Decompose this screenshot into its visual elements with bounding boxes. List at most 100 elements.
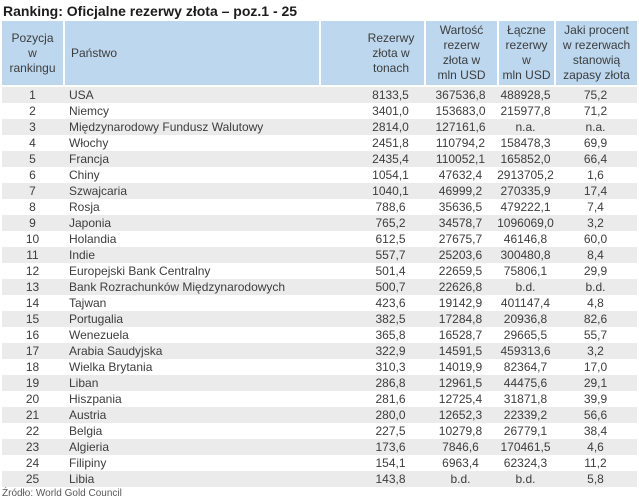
gold-percent-cell: 17,0 (554, 359, 637, 375)
rank-cell: 2 (2, 103, 63, 119)
column-header-line: w (28, 45, 37, 60)
country-cell: Włochy (63, 135, 319, 151)
gold-value-cell: 110794,2 (424, 135, 497, 151)
rank-cell: 22 (2, 423, 63, 439)
gold-percent-cell: 1,6 (554, 167, 637, 183)
gold-value-cell: 7846,6 (424, 439, 497, 455)
column-header-line: tonach (372, 60, 410, 75)
table-row: 12 Europejski Bank Centralny 501,4 22659,5 7… (2, 263, 637, 279)
column-header-line: stanowią (572, 53, 621, 67)
country-cell: Wielka Brytania (63, 359, 319, 375)
rank-cell: 3 (2, 119, 63, 135)
gold-value-cell: 14019,9 (424, 359, 497, 375)
country-cell: Algieria (63, 439, 319, 455)
rank-cell: 19 (2, 375, 63, 391)
country-cell: Japonia (63, 215, 319, 231)
table-row: 21 Austria 280,0 12652,3 22339,2 56,6 (2, 407, 637, 423)
column-header-line: rezerw (443, 38, 480, 52)
column-header-gold-percent: Jaki procent w rezerwach stanowią zapasy zł… (554, 21, 637, 87)
gold-tons-cell: 382,5 (319, 311, 424, 327)
gold-value-cell: 12725,4 (424, 391, 497, 407)
total-reserves-cell: 31871,8 (497, 391, 554, 407)
rank-cell: 23 (2, 439, 63, 455)
total-reserves-cell: 26779,1 (497, 423, 554, 439)
gold-tons-cell: 365,8 (319, 327, 424, 343)
total-reserves-cell: 1096069,0 (497, 215, 554, 231)
column-header-line: złota w (442, 53, 481, 67)
gold-percent-cell: n.a. (554, 119, 637, 135)
gold-percent-cell: 7,4 (554, 199, 637, 215)
total-reserves-cell: 22339,2 (497, 407, 554, 423)
total-reserves-cell: 158478,3 (497, 135, 554, 151)
country-cell: Szwajcaria (63, 183, 319, 199)
rank-cell: 14 (2, 295, 63, 311)
column-header-line: rezerwy w (505, 38, 548, 67)
column-header-line: Łączne (507, 23, 546, 37)
gold-percent-cell: 29,9 (554, 263, 637, 279)
rank-cell: 9 (2, 215, 63, 231)
gold-value-cell: 367536,8 (424, 87, 497, 103)
total-reserves-cell: 488928,5 (497, 87, 554, 103)
table-row: 16 Wenezuela 365,8 16528,7 29665,5 55,7 (2, 327, 637, 343)
gold-value-cell: 22626,8 (424, 279, 497, 295)
rank-cell: 25 (2, 471, 63, 487)
gold-value-cell: 110052,1 (424, 151, 497, 167)
gold-value-cell: 12652,3 (424, 407, 497, 423)
country-cell: Portugalia (63, 311, 319, 327)
column-header-line: Rezerwy (367, 30, 415, 45)
column-header-line: Pozycja (11, 30, 54, 45)
gold-tons-cell: 2435,4 (319, 151, 424, 167)
gold-tons-cell: 173,6 (319, 439, 424, 455)
total-reserves-cell: 165852,0 (497, 151, 554, 167)
table-row: 6 Chiny 1054,1 47632,4 2913705,2 1,6 (2, 167, 637, 183)
gold-percent-cell: 69,9 (554, 135, 637, 151)
gold-value-cell: 16528,7 (424, 327, 497, 343)
country-cell: Hiszpania (63, 391, 319, 407)
total-reserves-cell: 479222,1 (497, 199, 554, 215)
country-cell: Międzynarodowy Fundusz Walutowy (63, 119, 319, 135)
gold-value-cell: 27675,7 (424, 231, 497, 247)
gold-tons-cell: 286,8 (319, 375, 424, 391)
gold-percent-cell: 17,4 (554, 183, 637, 199)
gold-percent-cell: 5,8 (554, 471, 637, 487)
gold-percent-cell: 39,9 (554, 391, 637, 407)
country-cell: Wenezuela (63, 327, 319, 343)
total-reserves-cell: 2913705,2 (497, 167, 554, 183)
total-reserves-cell: 82364,7 (497, 359, 554, 375)
gold-tons-cell: 227,5 (319, 423, 424, 439)
country-cell: Bank Rozrachunków Międzynarodowych (63, 279, 319, 295)
gold-value-cell: 35636,5 (424, 199, 497, 215)
gold-value-cell: 17284,8 (424, 311, 497, 327)
country-cell: Rosja (63, 199, 319, 215)
total-reserves-cell: 75806,1 (497, 263, 554, 279)
gold-percent-cell: 55,7 (554, 327, 637, 343)
gold-tons-cell: 557,7 (319, 247, 424, 263)
table-row: 20 Hiszpania 281,6 12725,4 31871,8 39,9 (2, 391, 637, 407)
gold-value-cell: 14591,5 (424, 343, 497, 359)
rank-cell: 18 (2, 359, 63, 375)
rank-cell: 15 (2, 311, 63, 327)
gold-percent-cell: 66,4 (554, 151, 637, 167)
gold-percent-cell: 8,4 (554, 247, 637, 263)
gold-value-cell: 153683,0 (424, 103, 497, 119)
rank-cell: 13 (2, 279, 63, 295)
total-reserves-cell: 215977,8 (497, 103, 554, 119)
rank-cell: 5 (2, 151, 63, 167)
table-row: 9 Japonia 765,2 34578,7 1096069,0 3,2 (2, 215, 637, 231)
column-header-line: Jaki procent (564, 23, 629, 37)
table-row: 13 Bank Rozrachunków Międzynarodowych 500,… (2, 279, 637, 295)
total-reserves-cell: 20936,8 (497, 311, 554, 327)
column-header-line: rankingu (9, 60, 56, 75)
total-reserves-cell: 401147,4 (497, 295, 554, 311)
rank-cell: 1 (2, 87, 63, 103)
country-cell: Belgia (63, 423, 319, 439)
table-row: 24 Filipiny 154,1 6963,4 62324,3 11,2 (2, 455, 637, 471)
column-header-line: mln USD (437, 68, 486, 82)
gold-tons-cell: 143,8 (319, 471, 424, 487)
column-header-line: w rezerwach (562, 38, 631, 52)
total-reserves-cell: 62324,3 (497, 455, 554, 471)
rank-cell: 8 (2, 199, 63, 215)
table-row: 1 USA 8133,5 367536,8 488928,5 75,2 (2, 87, 637, 103)
country-cell: Liban (63, 375, 319, 391)
table-row: 17 Arabia Saudyjska 322,9 14591,5 459313,6 3,… (2, 343, 637, 359)
